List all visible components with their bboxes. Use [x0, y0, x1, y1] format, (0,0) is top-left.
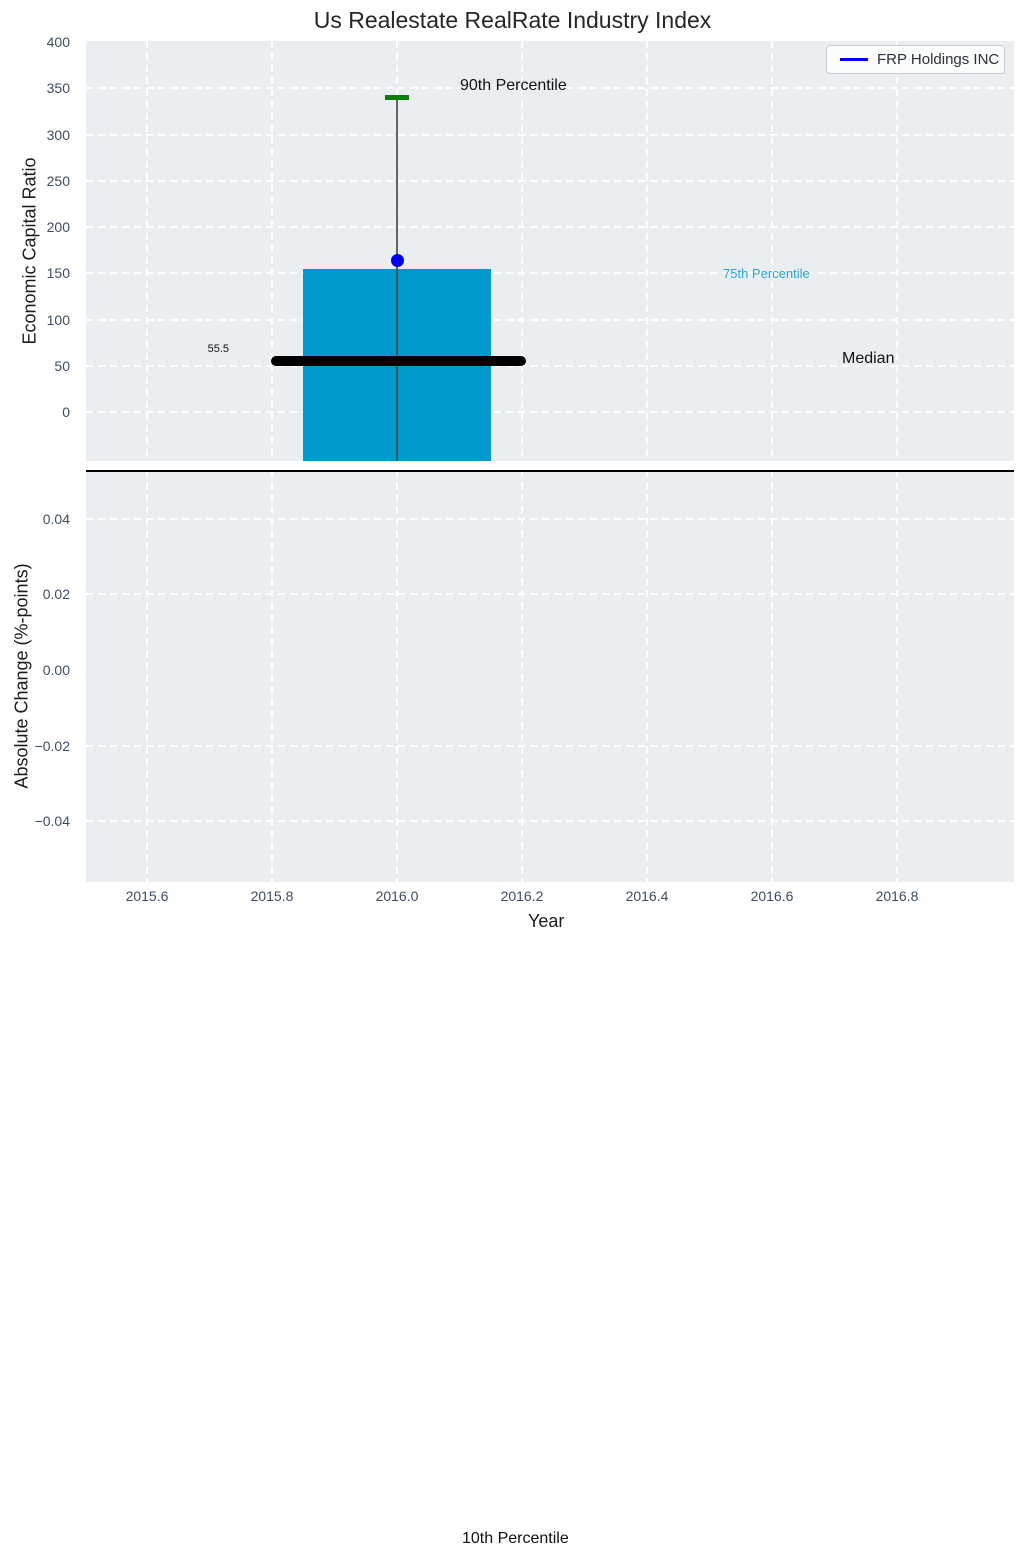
gridline: [86, 133, 1014, 136]
gridline: [396, 470, 398, 882]
median-line: [271, 355, 526, 366]
y-tick-label: 150: [46, 265, 70, 282]
gridline: [86, 179, 1014, 182]
company-marker: [390, 253, 404, 267]
p90-annotation: 90th Percentile: [460, 77, 567, 94]
median-annotation: Median: [842, 350, 895, 367]
gridline: [646, 41, 648, 461]
gridline: [646, 470, 648, 882]
legend: FRP Holdings INC: [826, 45, 1005, 74]
gridline: [86, 87, 1014, 90]
p90-cap: [385, 94, 409, 100]
y-axis-label-bottom: Absolute Change (%-points): [11, 563, 32, 789]
whisker-line: [396, 96, 398, 461]
gridline: [86, 593, 1014, 596]
gridline: [86, 411, 1014, 413]
y-tick-label: −0.04: [34, 813, 70, 830]
y-tick-label: 0.00: [42, 662, 70, 678]
gridline: [521, 470, 523, 882]
x-axis-label: Year: [528, 911, 565, 931]
y-tick-label: 250: [46, 172, 70, 189]
median-value-label: 55.5: [207, 343, 229, 355]
gridline: [146, 470, 148, 882]
gridline: [86, 364, 1014, 367]
gridline: [521, 41, 523, 461]
y-axis-label-top: Economic Capital Ratio: [19, 157, 40, 345]
zero-line: [86, 470, 1014, 472]
gridline: [86, 272, 1014, 275]
gridline: [771, 470, 773, 882]
y-tick-label: 350: [46, 80, 70, 97]
gridline: [86, 226, 1014, 228]
gridline: [86, 820, 1014, 823]
p75-annotation: 75th Percentile: [723, 266, 810, 281]
y-tick-label: 300: [46, 126, 70, 143]
gridline: [896, 41, 898, 461]
gridline: [271, 41, 273, 461]
y-tick-label: 100: [46, 311, 70, 328]
y-tick-label: 50: [54, 357, 70, 374]
gridline: [86, 318, 1014, 321]
x-tick-label: 2016.0: [375, 888, 419, 904]
chart-title: Us Realestate RealRate Industry Index: [313, 7, 712, 33]
x-tick-label: 2016.8: [875, 888, 919, 904]
top-subplot: 90th Percentile 75th Percentile Median 5…: [86, 41, 1014, 461]
x-tick-label: 2016.6: [750, 888, 794, 904]
y-tick-label: −0.02: [34, 737, 70, 754]
legend-line-icon: [840, 58, 868, 61]
y-tick-label: 0.04: [42, 510, 70, 527]
x-tick-label: 2016.4: [625, 888, 669, 904]
gridline: [771, 41, 773, 461]
legend-label: FRP Holdings INC: [877, 51, 1000, 68]
bottom-subplot: [86, 470, 1014, 882]
x-tick-label: 2015.8: [250, 888, 294, 904]
gridline: [86, 744, 1014, 747]
y-tick-label: 0.02: [42, 586, 70, 603]
y-tick-label: 0: [62, 404, 70, 420]
p10-annotation: 10th Percentile: [462, 1530, 569, 1547]
y-tick-label: 400: [46, 34, 70, 50]
x-tick-label: 2016.2: [500, 888, 544, 904]
y-tick-label: 200: [46, 219, 70, 235]
gridline: [86, 517, 1014, 520]
gridline: [896, 470, 898, 882]
x-tick-label: 2015.6: [125, 888, 169, 904]
gridline: [146, 41, 148, 461]
gridline: [271, 470, 273, 882]
